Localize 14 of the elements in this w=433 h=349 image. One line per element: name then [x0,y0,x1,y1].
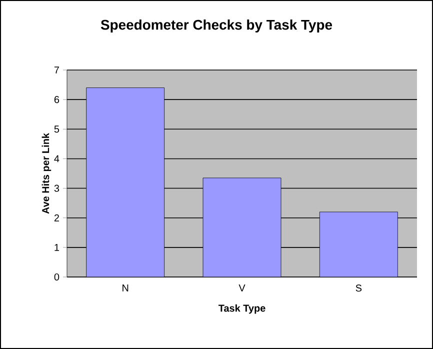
y-tick-label: 2 [54,214,59,222]
y-axis-title: Ave Hits per Link [42,132,52,214]
y-tick-label: 7 [54,66,59,74]
y-tick-label: 3 [54,184,60,192]
y-tick-label: 1 [54,244,60,251]
x-axis-title: Task Type [218,304,266,314]
x-tick-label: V [238,284,246,292]
y-tick-label: 5 [54,126,60,133]
y-tick-label: 4 [54,155,60,162]
y-tick-label: 6 [54,96,60,104]
x-tick-label: S [356,284,362,292]
chart-title: Speedometer Checks by Task Type [100,19,332,32]
x-tick-label: N [122,284,128,292]
y-tick-label: 0 [54,273,60,281]
